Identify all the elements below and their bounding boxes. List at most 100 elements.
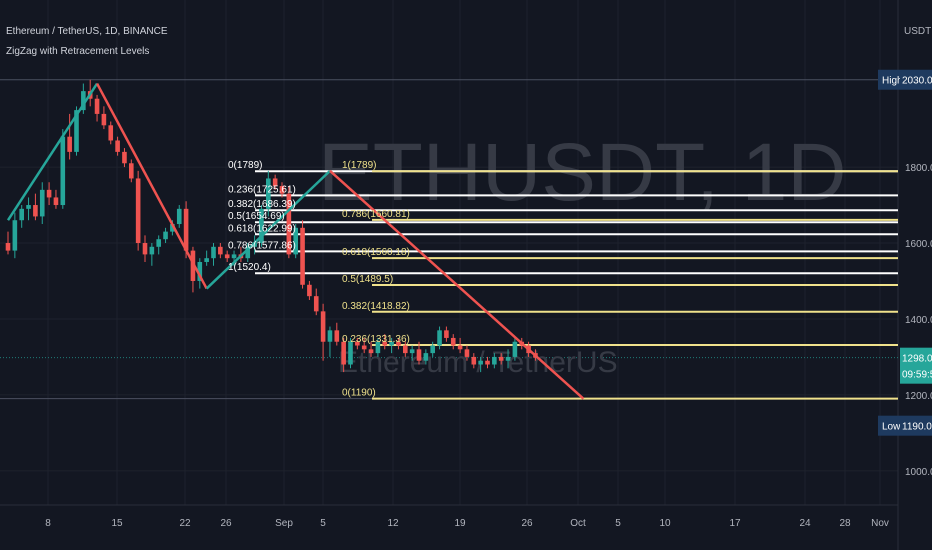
candle-body [81, 91, 86, 111]
candle [348, 337, 353, 369]
candlestick-series [5, 79, 538, 373]
candle-body [12, 220, 18, 251]
candle [471, 353, 477, 369]
candle-body [485, 360, 490, 365]
watermark-ticker: ETHUSDT, 1D [318, 127, 847, 218]
indicator-legend[interactable]: ZigZag with Retracement Levels [6, 46, 150, 57]
candle-body [183, 208, 189, 251]
candle-body [259, 208, 264, 244]
candle-body [492, 356, 497, 365]
candle-body [204, 258, 209, 262]
countdown-value: 09:59:54 [902, 370, 932, 381]
candle [450, 334, 456, 350]
fib-label-right: 0.5(1489.5) [342, 274, 393, 285]
price-axis[interactable]: USDT 1000.00 1200.00 1400.00 1600.00 1800.00 [904, 26, 932, 478]
candle [115, 136, 120, 156]
candle-body [272, 178, 278, 187]
candle-body [341, 341, 346, 365]
fib-label-left: 1(1520.4) [228, 262, 271, 273]
candle [60, 129, 66, 209]
candle [382, 334, 388, 350]
candle-body [444, 330, 449, 338]
candle [156, 235, 161, 255]
candle-body [293, 227, 298, 255]
candle [135, 170, 141, 251]
candle [416, 341, 422, 365]
candle-body [334, 330, 340, 342]
candle [313, 288, 319, 316]
candle [142, 235, 148, 262]
candle [272, 174, 278, 190]
current-price-badge: 1298.01 09:59:54 [900, 347, 932, 384]
candle-body [396, 341, 401, 346]
candle-body [279, 186, 285, 194]
candle [5, 231, 11, 255]
fib-label-left: 0.5(1654.69) [228, 211, 285, 222]
candle [355, 337, 360, 350]
candle [457, 337, 463, 354]
candle-body [471, 356, 477, 365]
candle [492, 353, 497, 369]
candle-body [46, 189, 52, 198]
candle-body [190, 250, 196, 281]
candle-body [224, 254, 230, 259]
candle-body [197, 261, 203, 281]
candle-body [67, 136, 72, 152]
candle-body [115, 140, 120, 152]
fib-label-left: 0.786(1577.86) [228, 240, 296, 251]
candle [26, 197, 31, 221]
candle-body [170, 224, 175, 232]
time-tick-label: 24 [799, 518, 811, 529]
fib-label-left: 0.236(1725.61) [228, 184, 296, 195]
symbol-legend[interactable]: Ethereum / TetherUS, 1D, BINANCE [6, 26, 168, 37]
candle [389, 337, 394, 354]
candle [341, 337, 346, 373]
candle [12, 212, 18, 259]
candle-body [307, 284, 312, 297]
candle-body [368, 349, 374, 354]
candle [122, 148, 127, 168]
time-tick-label: Oct [570, 518, 586, 529]
candle-body [26, 205, 31, 209]
time-tick-label: 26 [220, 518, 232, 529]
time-tick-label: 19 [454, 518, 466, 529]
candle-body [409, 349, 415, 354]
candle-body [129, 163, 134, 179]
candle-body [348, 341, 353, 365]
candle [423, 349, 429, 365]
candle-body [464, 349, 470, 357]
fib-label-left: 0(1789) [228, 160, 262, 171]
zigzag-segment [205, 169, 331, 290]
candle-body [361, 345, 367, 350]
high-badge-box [900, 69, 932, 90]
candle [361, 337, 367, 354]
candle [149, 243, 155, 266]
candle-body [512, 341, 518, 357]
candle-body [457, 345, 463, 350]
candle [245, 243, 251, 262]
current-price-value: 1298.01 [902, 354, 932, 365]
candle [368, 341, 374, 357]
candle-body [478, 360, 483, 365]
fib-label-right: 0(1190) [342, 388, 376, 399]
candle-body [74, 110, 79, 152]
time-tick-label: Sep [275, 518, 293, 529]
candle [266, 170, 271, 217]
candle-body [94, 98, 100, 114]
candle-body [176, 208, 182, 225]
zigzag-segment [6, 82, 99, 221]
fib-retracement-lines [255, 170, 898, 400]
candle-body [389, 341, 394, 346]
candle [211, 243, 216, 266]
candle-body [300, 227, 305, 285]
candle-body [375, 341, 381, 354]
price-tick-label: 1800.00 [905, 163, 932, 174]
time-axis[interactable]: 8 15 22 26 Sep 5 12 19 26 Oct 5 10 17 24 28 Nov [45, 518, 889, 529]
fib-label-right: 0.618(1560.18) [342, 247, 410, 258]
candle [437, 326, 442, 350]
fib-label-left: 0.618(1622.99) [228, 223, 296, 234]
candle [293, 224, 298, 259]
